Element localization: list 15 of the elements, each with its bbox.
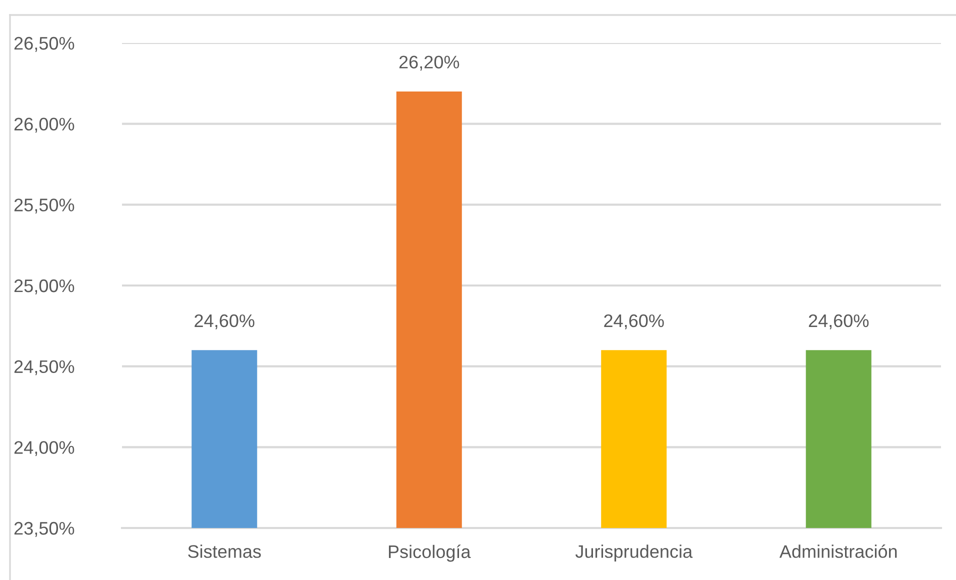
x-tick-label: Administración [779, 544, 897, 558]
data-label: 26,20% [399, 56, 460, 71]
x-tick-label: Jurisprudencia [575, 544, 693, 562]
x-tick-label: Psicología [388, 544, 471, 562]
y-tick-label: 26,00% [14, 118, 74, 133]
data-label: 24,60% [604, 314, 664, 330]
y-tick-label: 26,50% [14, 36, 74, 52]
data-label: 24,60% [808, 314, 869, 330]
y-tick-label: 24,00% [14, 441, 74, 456]
y-tick-label: 25,50% [14, 198, 74, 214]
y-tick-label: 25,00% [14, 279, 74, 294]
x-tick-label: Sistemas [188, 544, 261, 558]
y-tick-label: 24,50% [14, 360, 74, 376]
y-tick-label: 23,50% [14, 522, 74, 537]
data-label: 24,60% [194, 314, 254, 330]
